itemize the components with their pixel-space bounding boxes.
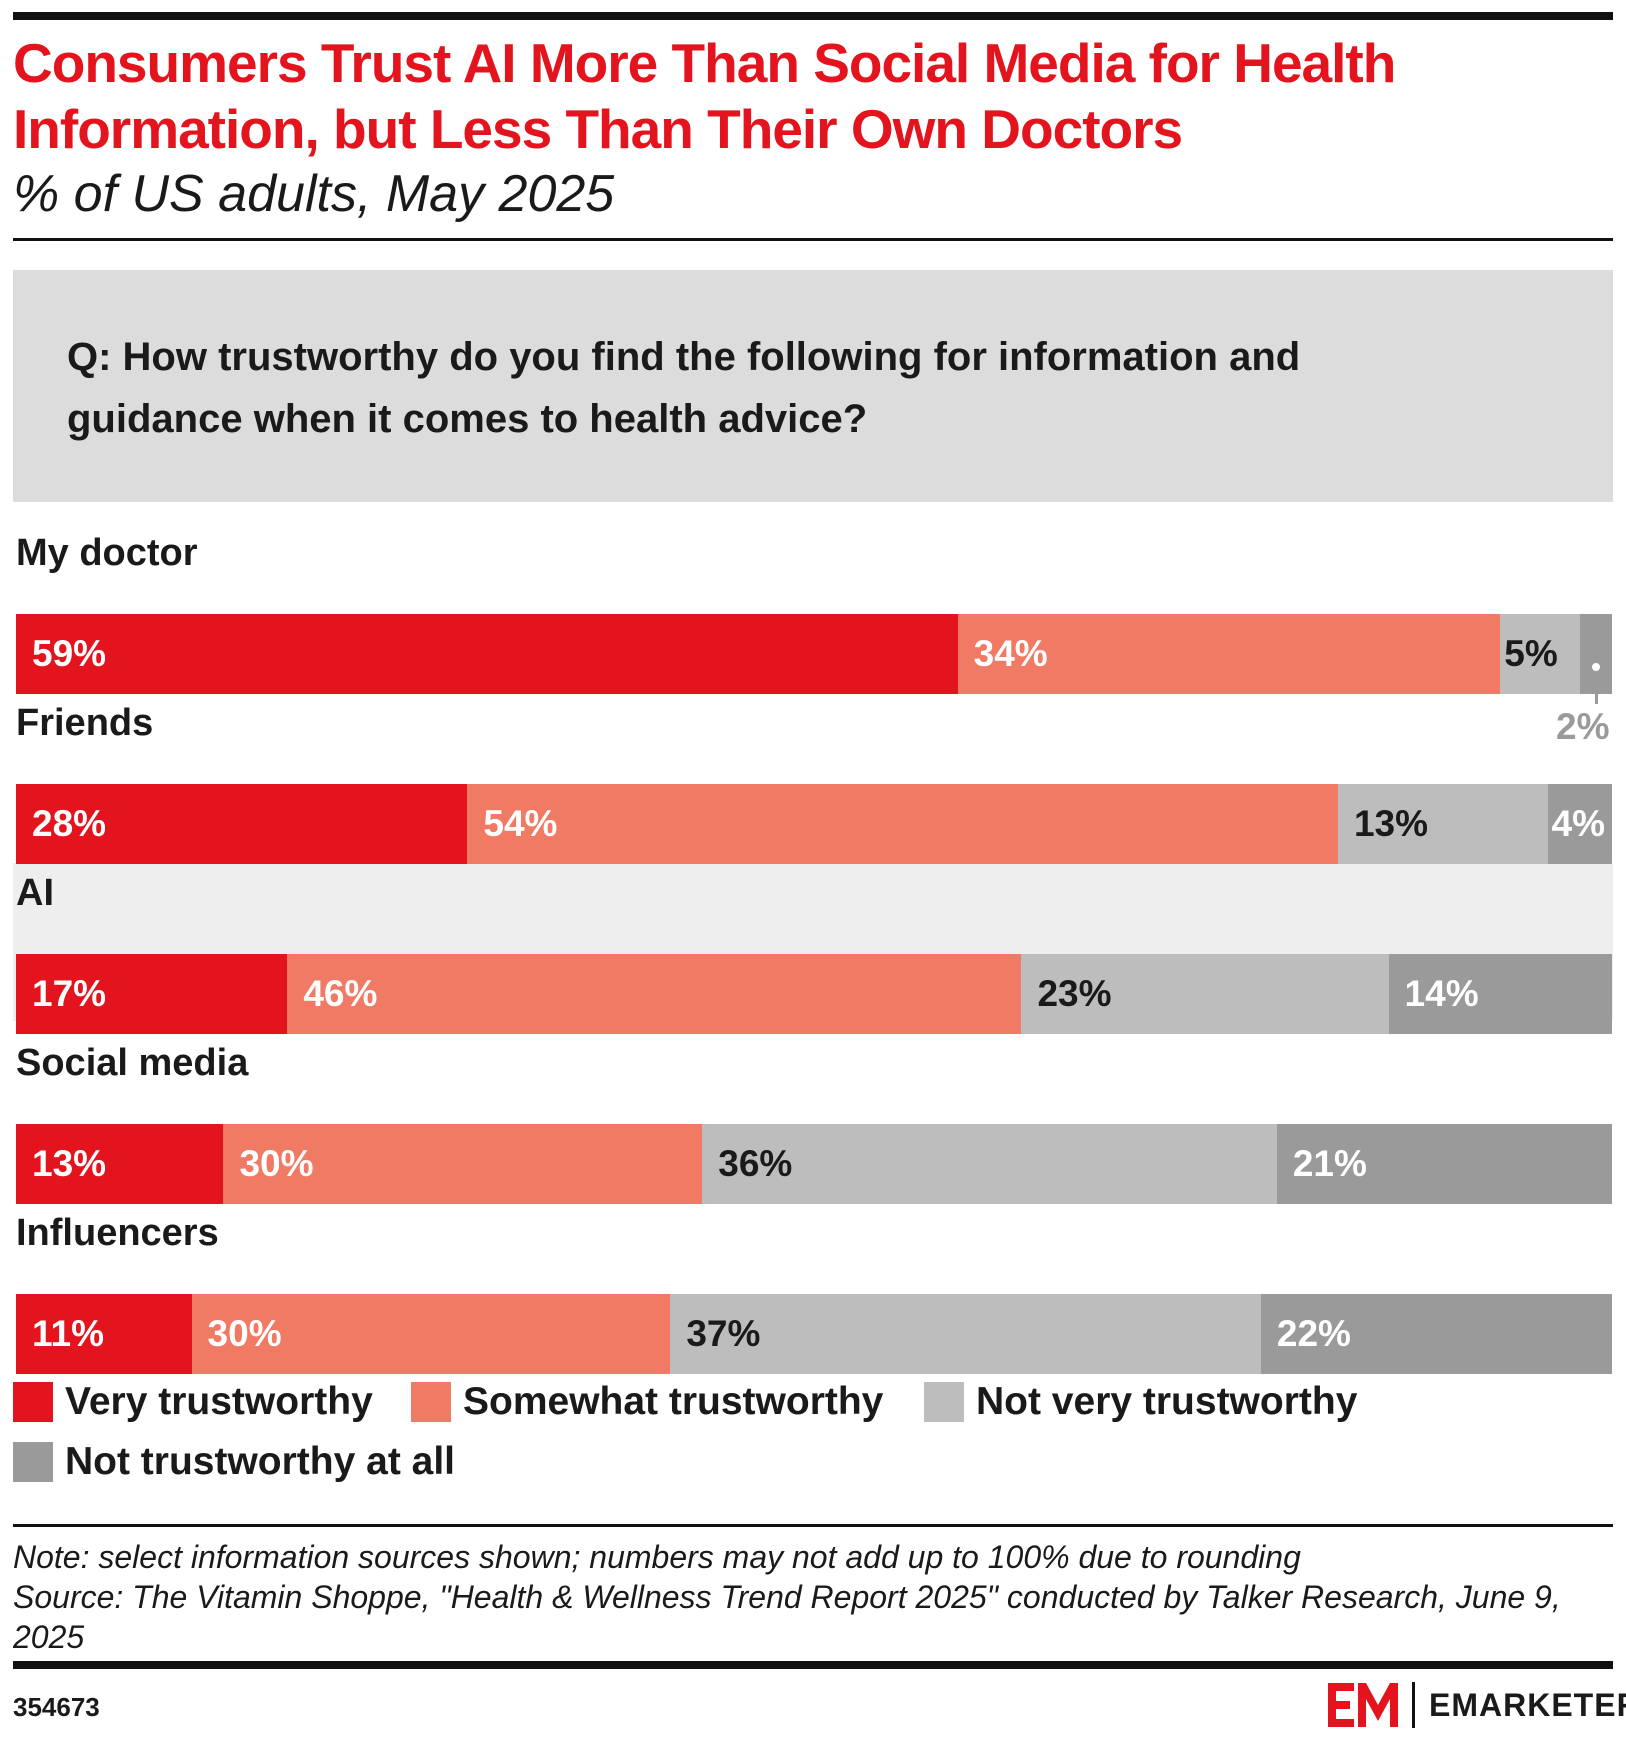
legend-label-somewhat: Somewhat trustworthy (463, 1380, 884, 1423)
category-label-friends: Friends (16, 702, 154, 744)
data-label-very: 11% (32, 1313, 105, 1354)
bar-segment-somewhat: 30% (223, 1124, 703, 1204)
data-label-somewhat: 30% (207, 1313, 282, 1354)
bar-row-ai: 17% 46% 23% 14% (16, 954, 1612, 1034)
legend-item-not-at-all: Not trustworthy at all (13, 1438, 455, 1486)
bar-segment-not-at-all: 22% (1260, 1294, 1612, 1374)
bar-segment-not-very: 23% (1021, 954, 1389, 1034)
em-logo-icon (1328, 1683, 1398, 1727)
legend-swatch-not-very (924, 1382, 964, 1422)
category-label-influencers: Influencers (16, 1212, 219, 1254)
category-label-my-doctor: My doctor (16, 532, 198, 574)
footnote: Note: select information sources shown; … (13, 1537, 1613, 1657)
title-divider (13, 238, 1613, 241)
callout-dot (1589, 660, 1604, 674)
legend-label-very: Very trustworthy (65, 1380, 373, 1423)
bar-row-friends: 28% 54% 13% 4% (16, 784, 1612, 864)
bar-segment-very: 13% (16, 1124, 224, 1204)
bar-segment-very: 28% (16, 784, 468, 864)
bottom-rule (13, 1661, 1613, 1669)
bar-row-my-doctor: 59% 34% 5% (16, 614, 1612, 694)
chart-title: Consumers Trust AI More Than Social Medi… (13, 32, 1396, 160)
data-label-somewhat: 46% (303, 973, 378, 1014)
chart-id: 354673 (13, 1692, 100, 1722)
bar-segment-very: 11% (16, 1294, 192, 1374)
data-label-not-at-all: 22% (1276, 1313, 1351, 1354)
bar-segment-somewhat: 34% (957, 614, 1501, 694)
legend-item-not-very: Not very trustworthy (924, 1378, 1357, 1426)
bar-segment-not-very: 13% (1337, 784, 1548, 864)
bar-row-influencers: 11% 30% 37% 22% (16, 1294, 1612, 1374)
brand-logo: EMARKETER (1328, 1678, 1626, 1732)
legend-item-somewhat: Somewhat trustworthy (411, 1378, 883, 1426)
bar-segment-not-very: 37% (670, 1294, 1261, 1374)
data-label-very: 59% (32, 633, 107, 674)
bar-segment-very: 17% (16, 954, 288, 1034)
legend-swatch-not-at-all (13, 1442, 53, 1482)
brand-separator (1412, 1682, 1415, 1728)
data-label-not-very: 5% (1504, 633, 1558, 674)
bar-segment-not-at-all: 14% (1388, 954, 1612, 1034)
category-label-ai: AI (16, 872, 54, 914)
source-text: Source: The Vitamin Shoppe, "Health & We… (13, 1579, 1561, 1655)
bar-segment-not-at-all: 21% (1276, 1124, 1612, 1204)
brand-name: EMARKETER (1429, 1686, 1626, 1723)
bar-segment-very: 59% (16, 614, 958, 694)
legend-swatch-somewhat (411, 1382, 451, 1422)
bar-segment-somewhat: 54% (467, 784, 1338, 864)
data-label-not-at-all: 4% (1551, 803, 1605, 844)
data-label-not-very: 23% (1037, 973, 1112, 1014)
data-label-somewhat: 34% (973, 633, 1048, 674)
category-label-social-media: Social media (16, 1042, 249, 1084)
legend-label-not-at-all: Not trustworthy at all (65, 1440, 456, 1483)
data-label-very: 17% (32, 973, 107, 1014)
bar-segment-not-very: 5% (1500, 614, 1581, 694)
data-label-not-at-all-callout: 2% (1556, 706, 1610, 747)
data-label-somewhat: 54% (483, 803, 558, 844)
legend-item-very: Very trustworthy (13, 1378, 373, 1426)
callout-line (1595, 664, 1599, 704)
top-rule (13, 12, 1613, 20)
data-label-very: 28% (32, 803, 107, 844)
bar-segment-somewhat: 46% (287, 954, 1022, 1034)
chart-subtitle: % of US adults, May 2025 (13, 165, 615, 223)
data-label-somewhat: 30% (239, 1143, 314, 1184)
survey-question: Q: How trustworthy do you find the follo… (67, 335, 1301, 441)
data-label-not-at-all: 14% (1404, 973, 1479, 1014)
data-label-not-very: 13% (1353, 803, 1428, 844)
data-label-not-very: 37% (686, 1313, 761, 1354)
bar-segment-somewhat: 30% (191, 1294, 671, 1374)
legend-swatch-very (13, 1382, 53, 1422)
note-text: Note: select information sources shown; … (13, 1539, 1301, 1575)
bar-segment-not-at-all: 4% (1547, 784, 1612, 864)
legend-label-not-very: Not very trustworthy (976, 1380, 1358, 1423)
footer-divider (13, 1524, 1613, 1527)
data-label-not-very: 36% (718, 1143, 793, 1184)
data-label-very: 13% (32, 1143, 107, 1184)
data-label-not-at-all: 21% (1292, 1143, 1367, 1184)
bar-segment-not-very: 36% (702, 1124, 1277, 1204)
bar-row-social-media: 13% 30% 36% 21% (16, 1124, 1612, 1204)
question-panel (13, 270, 1613, 502)
